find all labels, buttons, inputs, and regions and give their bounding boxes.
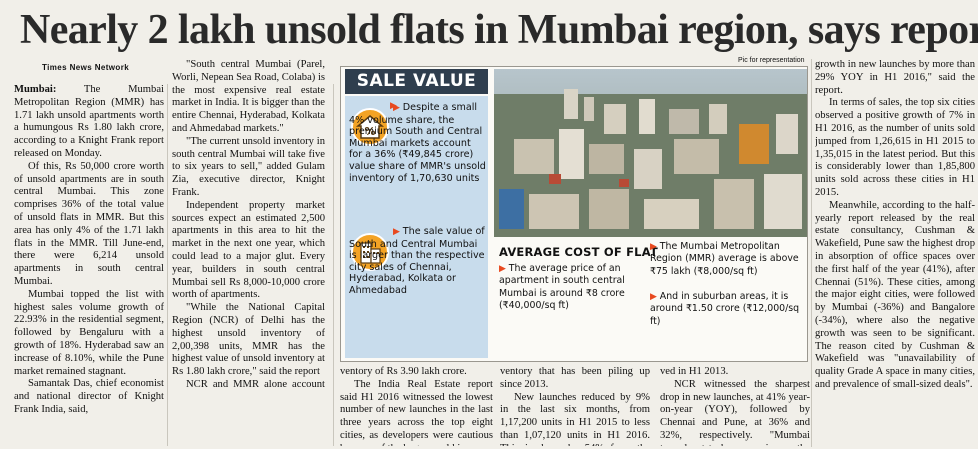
- sale-item-1-head: ▶: [390, 100, 486, 113]
- skyline-photo: [494, 69, 807, 237]
- paragraph: Samantak Das, chief economist and nation…: [14, 378, 164, 415]
- paragraph: Independent property market sources expe…: [172, 199, 325, 301]
- paragraph: Mumbai topped the list with highest sale…: [14, 288, 164, 377]
- paragraph: NCR and MMR alone account for 62% of the…: [186, 378, 325, 387]
- arrow-icon: ▶: [390, 101, 397, 111]
- arrow-icon: ▶: [499, 264, 509, 274]
- paragraph: ved in H1 2013.: [660, 366, 729, 377]
- sale-item-1-text: Despite a small 4% volume share, the pre…: [349, 102, 486, 184]
- article-column-1: Mumbai: The Mumbai Metropolitan Region (…: [14, 84, 164, 446]
- percent-house-icon: %: [351, 108, 389, 146]
- article-column-4: ventory that has been piling up since 20…: [500, 366, 650, 446]
- byline: Times News Network: [42, 63, 130, 72]
- paragraph: In terms of sales, the top six cities ob…: [815, 97, 975, 198]
- column-divider: [333, 84, 334, 446]
- average-cost-panel: AVERAGE COST OF FLAT ▶ The average price…: [494, 241, 807, 361]
- avg-item-1: ▶ The average price of an apartment in s…: [499, 263, 649, 313]
- average-cost-title: AVERAGE COST OF FLAT: [499, 245, 658, 259]
- photo-caption: Pic for representation: [738, 57, 805, 64]
- arrow-icon: ▶: [393, 227, 403, 237]
- article-column-5: ved in H1 2013. NCR witnessed the sharpe…: [660, 366, 810, 446]
- article-column-3: ventory of Rs 3.90 lakh crore. The India…: [340, 366, 493, 446]
- paragraph: New launches reduced by 9% in the last s…: [500, 391, 650, 446]
- column-divider: [811, 59, 812, 447]
- headline: Nearly 2 lakh unsold flats in Mumbai reg…: [20, 7, 978, 53]
- sale-value-title: SALE VALUE: [345, 69, 488, 94]
- paragraph: "The current unsold inventory in south c…: [172, 135, 325, 198]
- paragraph-text: The Mumbai Metropolitan Region (MMR) has…: [14, 84, 164, 159]
- avg-item-3: ▶ And in suburban areas, it is around ₹1…: [650, 291, 805, 328]
- paragraph: NCR witnessed the sharpest drop in new l…: [660, 378, 810, 446]
- avg-item-2-text: The Mumbai Metropolitan Region (MMR) ave…: [650, 241, 799, 277]
- dateline: Mumbai:: [14, 84, 57, 95]
- paragraph: "South central Mumbai (Parel, Worli, Nep…: [172, 59, 325, 134]
- infographic: SALE VALUE % ▶ ▶ Despite a small 4% volu…: [340, 66, 808, 362]
- paragraph: Of this, Rs 50,000 crore worth of unsold…: [14, 160, 164, 287]
- arrow-icon: ▶: [650, 292, 660, 302]
- percent-glyph: %: [364, 125, 375, 138]
- avg-item-3-text: And in suburban areas, it is around ₹1.5…: [650, 291, 800, 327]
- paragraph: ventory that has been piling up since 20…: [500, 366, 650, 390]
- sale-item-2-text: The sale value of South and Central Mumb…: [349, 226, 485, 296]
- buildings-icon: [351, 233, 389, 271]
- column-divider: [167, 84, 168, 446]
- paragraph: Mumbai: The Mumbai Metropolitan Region (…: [14, 84, 164, 161]
- avg-item-2: ▶ The Mumbai Metropolitan Region (MMR) a…: [650, 241, 805, 278]
- sale-item-2: ▶ The sale value of South and Central Mu…: [349, 224, 486, 297]
- paragraph: The India Real Estate report said H1 201…: [340, 378, 493, 446]
- paragraph: growth in new launches by more than 29% …: [815, 59, 975, 96]
- sale-item-1: ▶ Despite a small 4% volume share, the p…: [349, 100, 486, 184]
- paragraph: ventory of Rs 3.90 lakh crore.: [340, 366, 467, 377]
- sale-value-box: % ▶ ▶ Despite a small 4% volume share, t…: [345, 96, 488, 358]
- article-column-6: growth in new launches by more than 29% …: [815, 59, 975, 447]
- sale-value-panel: SALE VALUE % ▶ ▶ Despite a small 4% volu…: [341, 67, 493, 361]
- arrow-icon: ▶: [393, 103, 403, 113]
- paragraph: Meanwhile, according to the half-yearly …: [815, 199, 975, 390]
- arrow-icon: ▶: [650, 242, 660, 252]
- article-column-2: "South central Mumbai (Parel, Worli, Nep…: [172, 59, 325, 387]
- avg-item-1-text: The average price of an apartment in sou…: [499, 263, 625, 312]
- paragraph: "While the National Capital Region (NCR)…: [172, 302, 325, 378]
